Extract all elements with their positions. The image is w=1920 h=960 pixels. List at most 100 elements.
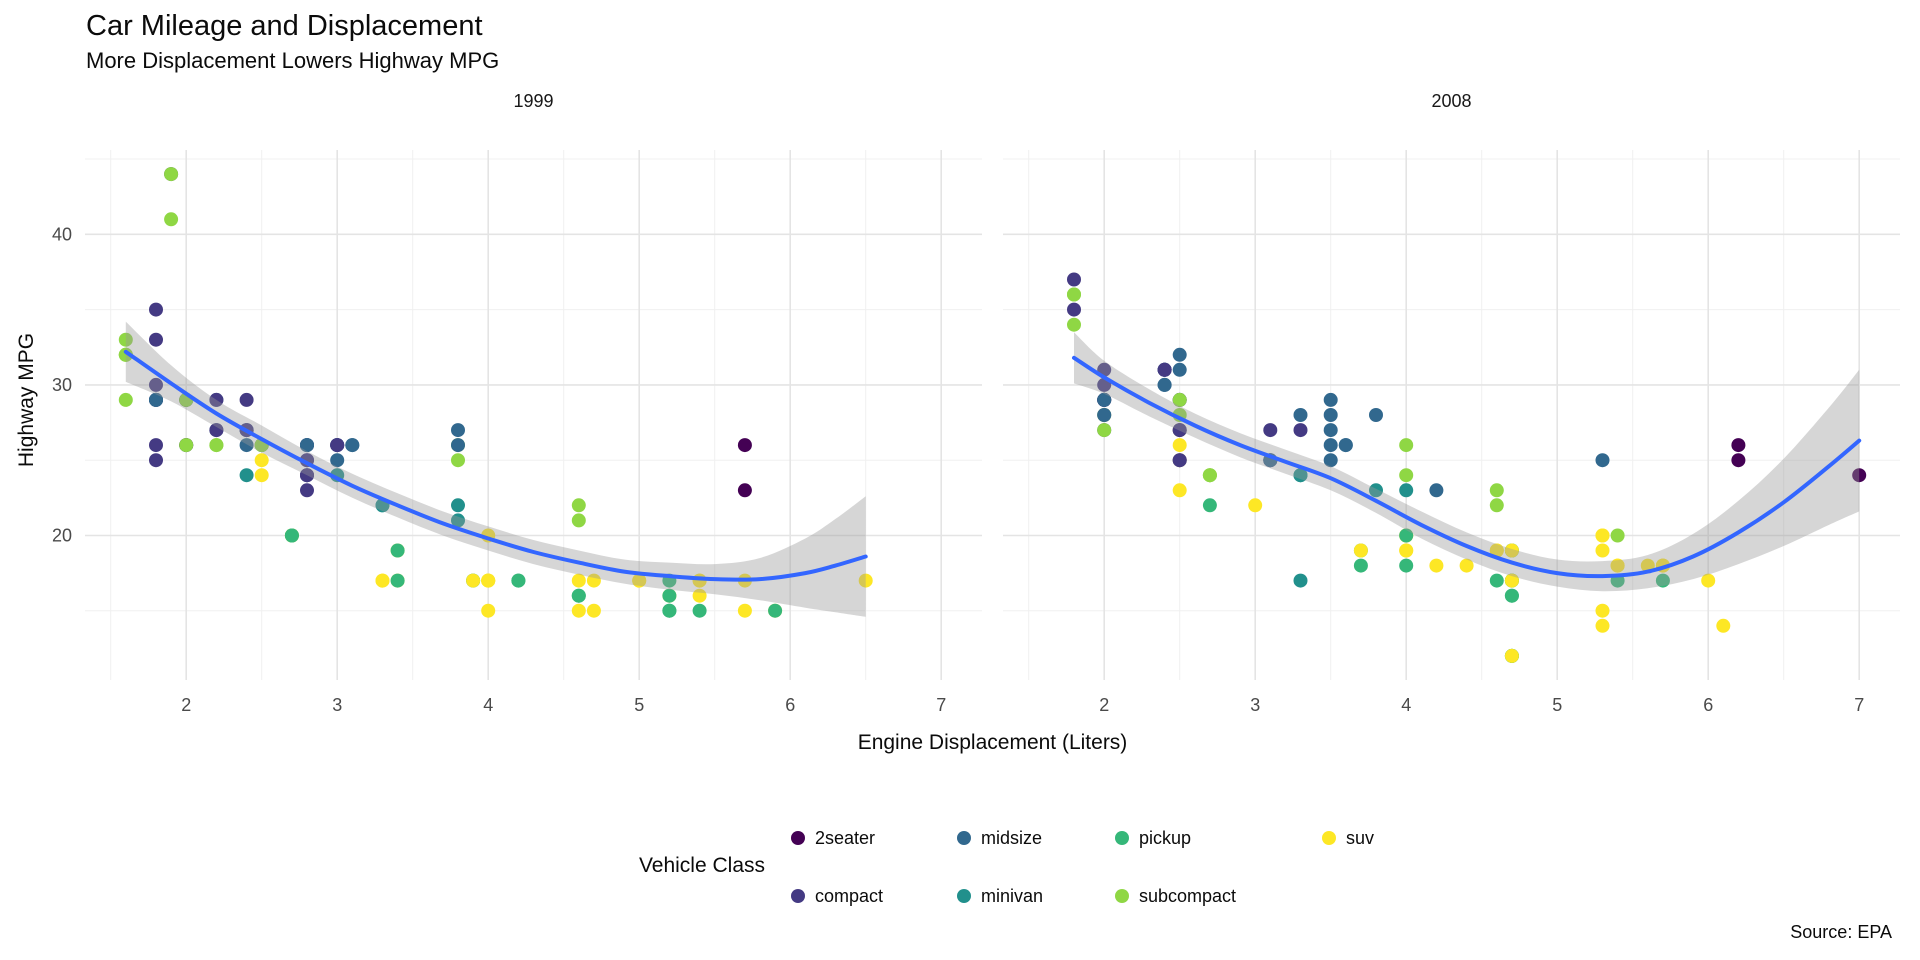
data-point-suv	[466, 573, 481, 588]
data-point-subcompact	[1399, 468, 1414, 483]
data-point-subcompact	[118, 392, 133, 407]
data-point-suv	[1610, 558, 1625, 573]
data-point-pickup	[1353, 558, 1368, 573]
legend-item-label: 2seater	[815, 827, 876, 848]
data-point-suv	[1489, 543, 1504, 558]
source-caption: Source: EPA	[1790, 922, 1892, 942]
data-point-suv	[692, 588, 707, 603]
data-point-subcompact	[1097, 423, 1112, 438]
data-point-subcompact	[118, 332, 133, 347]
data-point-suv	[1504, 543, 1519, 558]
data-point-subcompact	[1067, 287, 1081, 302]
x-tick-label: 3	[1250, 695, 1260, 715]
legend-item-label: compact	[815, 885, 884, 906]
legend-item-label: subcompact	[1139, 885, 1237, 906]
data-point-compact	[300, 483, 314, 498]
y-tick-label: 20	[52, 526, 72, 546]
facet-label: 2008	[1431, 91, 1471, 111]
data-point-subcompact	[451, 453, 465, 468]
data-point-2seater	[1731, 438, 1746, 453]
data-point-midsize	[1323, 408, 1338, 422]
data-point-compact	[1172, 423, 1187, 438]
x-tick-label: 7	[1854, 695, 1864, 715]
legend-item-minivan: minivan	[957, 884, 1043, 908]
data-point-suv	[1701, 573, 1716, 588]
data-point-compact	[1172, 453, 1187, 468]
legend-item-label: suv	[1346, 827, 1375, 848]
data-point-pickup	[1202, 498, 1217, 513]
legend-item-midsize: midsize	[957, 826, 1042, 850]
data-point-subcompact	[1067, 317, 1081, 332]
legend-key-dot	[791, 831, 805, 845]
legend-item-subcompact: subcompact	[1115, 884, 1236, 908]
chart-subtitle: More Displacement Lowers Highway MPG	[86, 48, 500, 73]
data-point-midsize	[149, 392, 163, 407]
x-tick-label: 5	[1552, 695, 1562, 715]
legend-item-compact: compact	[791, 884, 883, 908]
data-point-suv	[1459, 558, 1474, 573]
data-point-midsize	[1595, 453, 1610, 468]
confidence-ribbon	[1074, 332, 1860, 592]
data-point-pickup	[390, 573, 405, 588]
data-point-suv	[1595, 528, 1610, 543]
data-point-midsize	[1097, 392, 1112, 407]
x-tick-label: 4	[483, 695, 493, 715]
x-tick-label: 2	[181, 695, 191, 715]
data-point-pickup	[662, 588, 677, 603]
data-point-midsize	[1323, 423, 1338, 438]
data-point-suv	[481, 573, 496, 588]
data-point-pickup	[662, 603, 677, 618]
data-point-subcompact	[1202, 468, 1217, 483]
data-point-suv	[1595, 543, 1610, 558]
x-tick-label: 2	[1099, 695, 1109, 715]
data-point-midsize	[1172, 347, 1187, 362]
data-point-compact	[149, 453, 163, 468]
legend-key-dot	[1115, 889, 1129, 903]
legend-key-dot	[1115, 831, 1129, 845]
y-axis-title: Highway MPG	[15, 332, 38, 468]
data-point-midsize	[1323, 392, 1338, 407]
data-point-suv	[254, 453, 269, 468]
data-point-midsize	[1172, 362, 1187, 377]
data-point-suv	[1172, 438, 1187, 453]
y-tick-label: 40	[52, 224, 72, 244]
data-point-suv	[571, 603, 586, 618]
legend-item-2seater: 2seater	[791, 826, 875, 850]
data-point-minivan	[451, 513, 465, 528]
x-axis-title: Engine Displacement (Liters)	[857, 731, 1128, 754]
legend-item-label: pickup	[1139, 827, 1192, 848]
data-point-suv	[1399, 543, 1414, 558]
x-tick-label: 6	[785, 695, 795, 715]
x-tick-label: 7	[936, 695, 946, 715]
data-point-pickup	[284, 528, 299, 543]
data-point-subcompact	[571, 513, 586, 528]
data-point-midsize	[1097, 408, 1112, 422]
data-point-pickup	[768, 603, 783, 618]
data-point-subcompact	[118, 347, 133, 362]
data-point-2seater	[1731, 453, 1746, 468]
data-point-minivan	[239, 468, 254, 483]
data-point-minivan	[1293, 573, 1308, 588]
legend-key-dot	[1322, 831, 1336, 845]
data-point-subcompact	[1172, 392, 1187, 407]
legend-item-pickup: pickup	[1115, 826, 1191, 850]
data-point-compact	[330, 438, 345, 453]
data-point-suv	[586, 603, 601, 618]
data-point-suv	[1504, 573, 1519, 588]
data-point-suv	[737, 603, 752, 618]
data-point-compact	[149, 438, 163, 453]
data-point-subcompact	[164, 167, 179, 182]
data-point-suv	[571, 573, 586, 588]
data-point-subcompact	[1489, 483, 1504, 498]
data-point-midsize	[1338, 438, 1353, 453]
data-point-suv	[1504, 648, 1519, 663]
data-point-midsize	[1323, 453, 1338, 468]
data-point-compact	[1067, 302, 1081, 317]
data-point-pickup	[571, 588, 586, 603]
data-point-midsize	[1369, 408, 1383, 422]
data-point-compact	[1293, 423, 1308, 438]
legend-key-dot	[957, 831, 971, 845]
data-point-midsize	[451, 438, 465, 453]
data-point-pickup	[1504, 588, 1519, 603]
data-point-minivan	[451, 498, 465, 513]
